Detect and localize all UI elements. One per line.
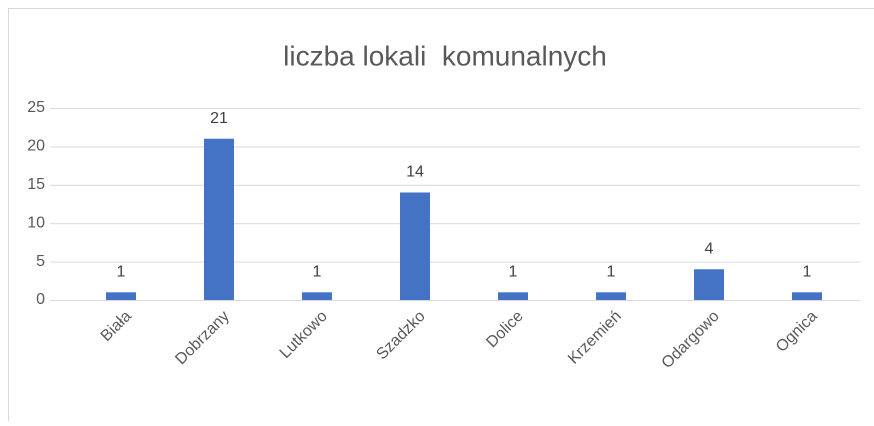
bar bbox=[204, 139, 234, 300]
data-label: 1 bbox=[313, 264, 322, 281]
data-label: 14 bbox=[406, 164, 424, 181]
data-label: 4 bbox=[705, 240, 714, 257]
y-tick-label: 5 bbox=[36, 253, 45, 270]
bar bbox=[792, 292, 822, 300]
chart-title: liczba lokali komunalnych bbox=[283, 40, 607, 71]
data-label: 1 bbox=[117, 264, 126, 281]
bar bbox=[596, 292, 626, 300]
data-label: 21 bbox=[210, 110, 228, 127]
y-tick-label: 0 bbox=[36, 291, 45, 308]
y-tick-label: 15 bbox=[27, 176, 45, 193]
y-tick-label: 20 bbox=[27, 138, 45, 155]
data-label: 1 bbox=[509, 264, 518, 281]
data-label: 1 bbox=[607, 264, 616, 281]
data-label: 1 bbox=[803, 264, 812, 281]
bar bbox=[694, 269, 724, 300]
bar bbox=[106, 292, 136, 300]
bar bbox=[302, 292, 332, 300]
y-tick-label: 25 bbox=[27, 99, 45, 116]
bar bbox=[498, 292, 528, 300]
y-tick-label: 10 bbox=[27, 214, 45, 231]
bar bbox=[400, 192, 430, 300]
